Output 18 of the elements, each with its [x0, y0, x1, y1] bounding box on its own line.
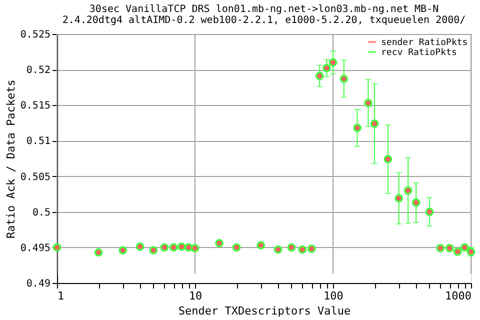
- y-axis-title: Ratio Ack / Data Packets: [4, 80, 18, 238]
- y-tick-label: 0.515: [20, 100, 50, 112]
- y-tick-label: 0.52: [26, 65, 50, 76]
- y-tick-label: 0.5: [32, 207, 50, 218]
- y-tick-label: 0.495: [20, 242, 50, 254]
- y-tick-label: 0.525: [20, 30, 50, 40]
- x-tick-label: 100: [324, 290, 344, 302]
- x-tick-label: 10: [188, 290, 202, 302]
- y-tick-label: 0.51: [26, 136, 50, 148]
- y-tick-label: 0.49: [26, 278, 50, 290]
- chart-subtitle: 2.4.20dtg4 altAIMD-0.2 web100-2.2.1, e1000-5.2.20, txqueuelen 2000/: [62, 15, 466, 26]
- x-tick-label: 1000: [445, 290, 472, 302]
- x-axis-title: Sender TXDescriptors Value: [178, 304, 351, 318]
- chart-title: 30sec VanillaTCP DRS lon01.mb-ng.net->lon03.mb-ng.net MB-N: [89, 4, 439, 15]
- x-tick-label: 1: [58, 290, 64, 302]
- legend-label: recv RatioPkts: [381, 48, 457, 58]
- legend-label: sender RatioPkts: [381, 38, 468, 48]
- y-tick-label: 0.505: [20, 172, 50, 183]
